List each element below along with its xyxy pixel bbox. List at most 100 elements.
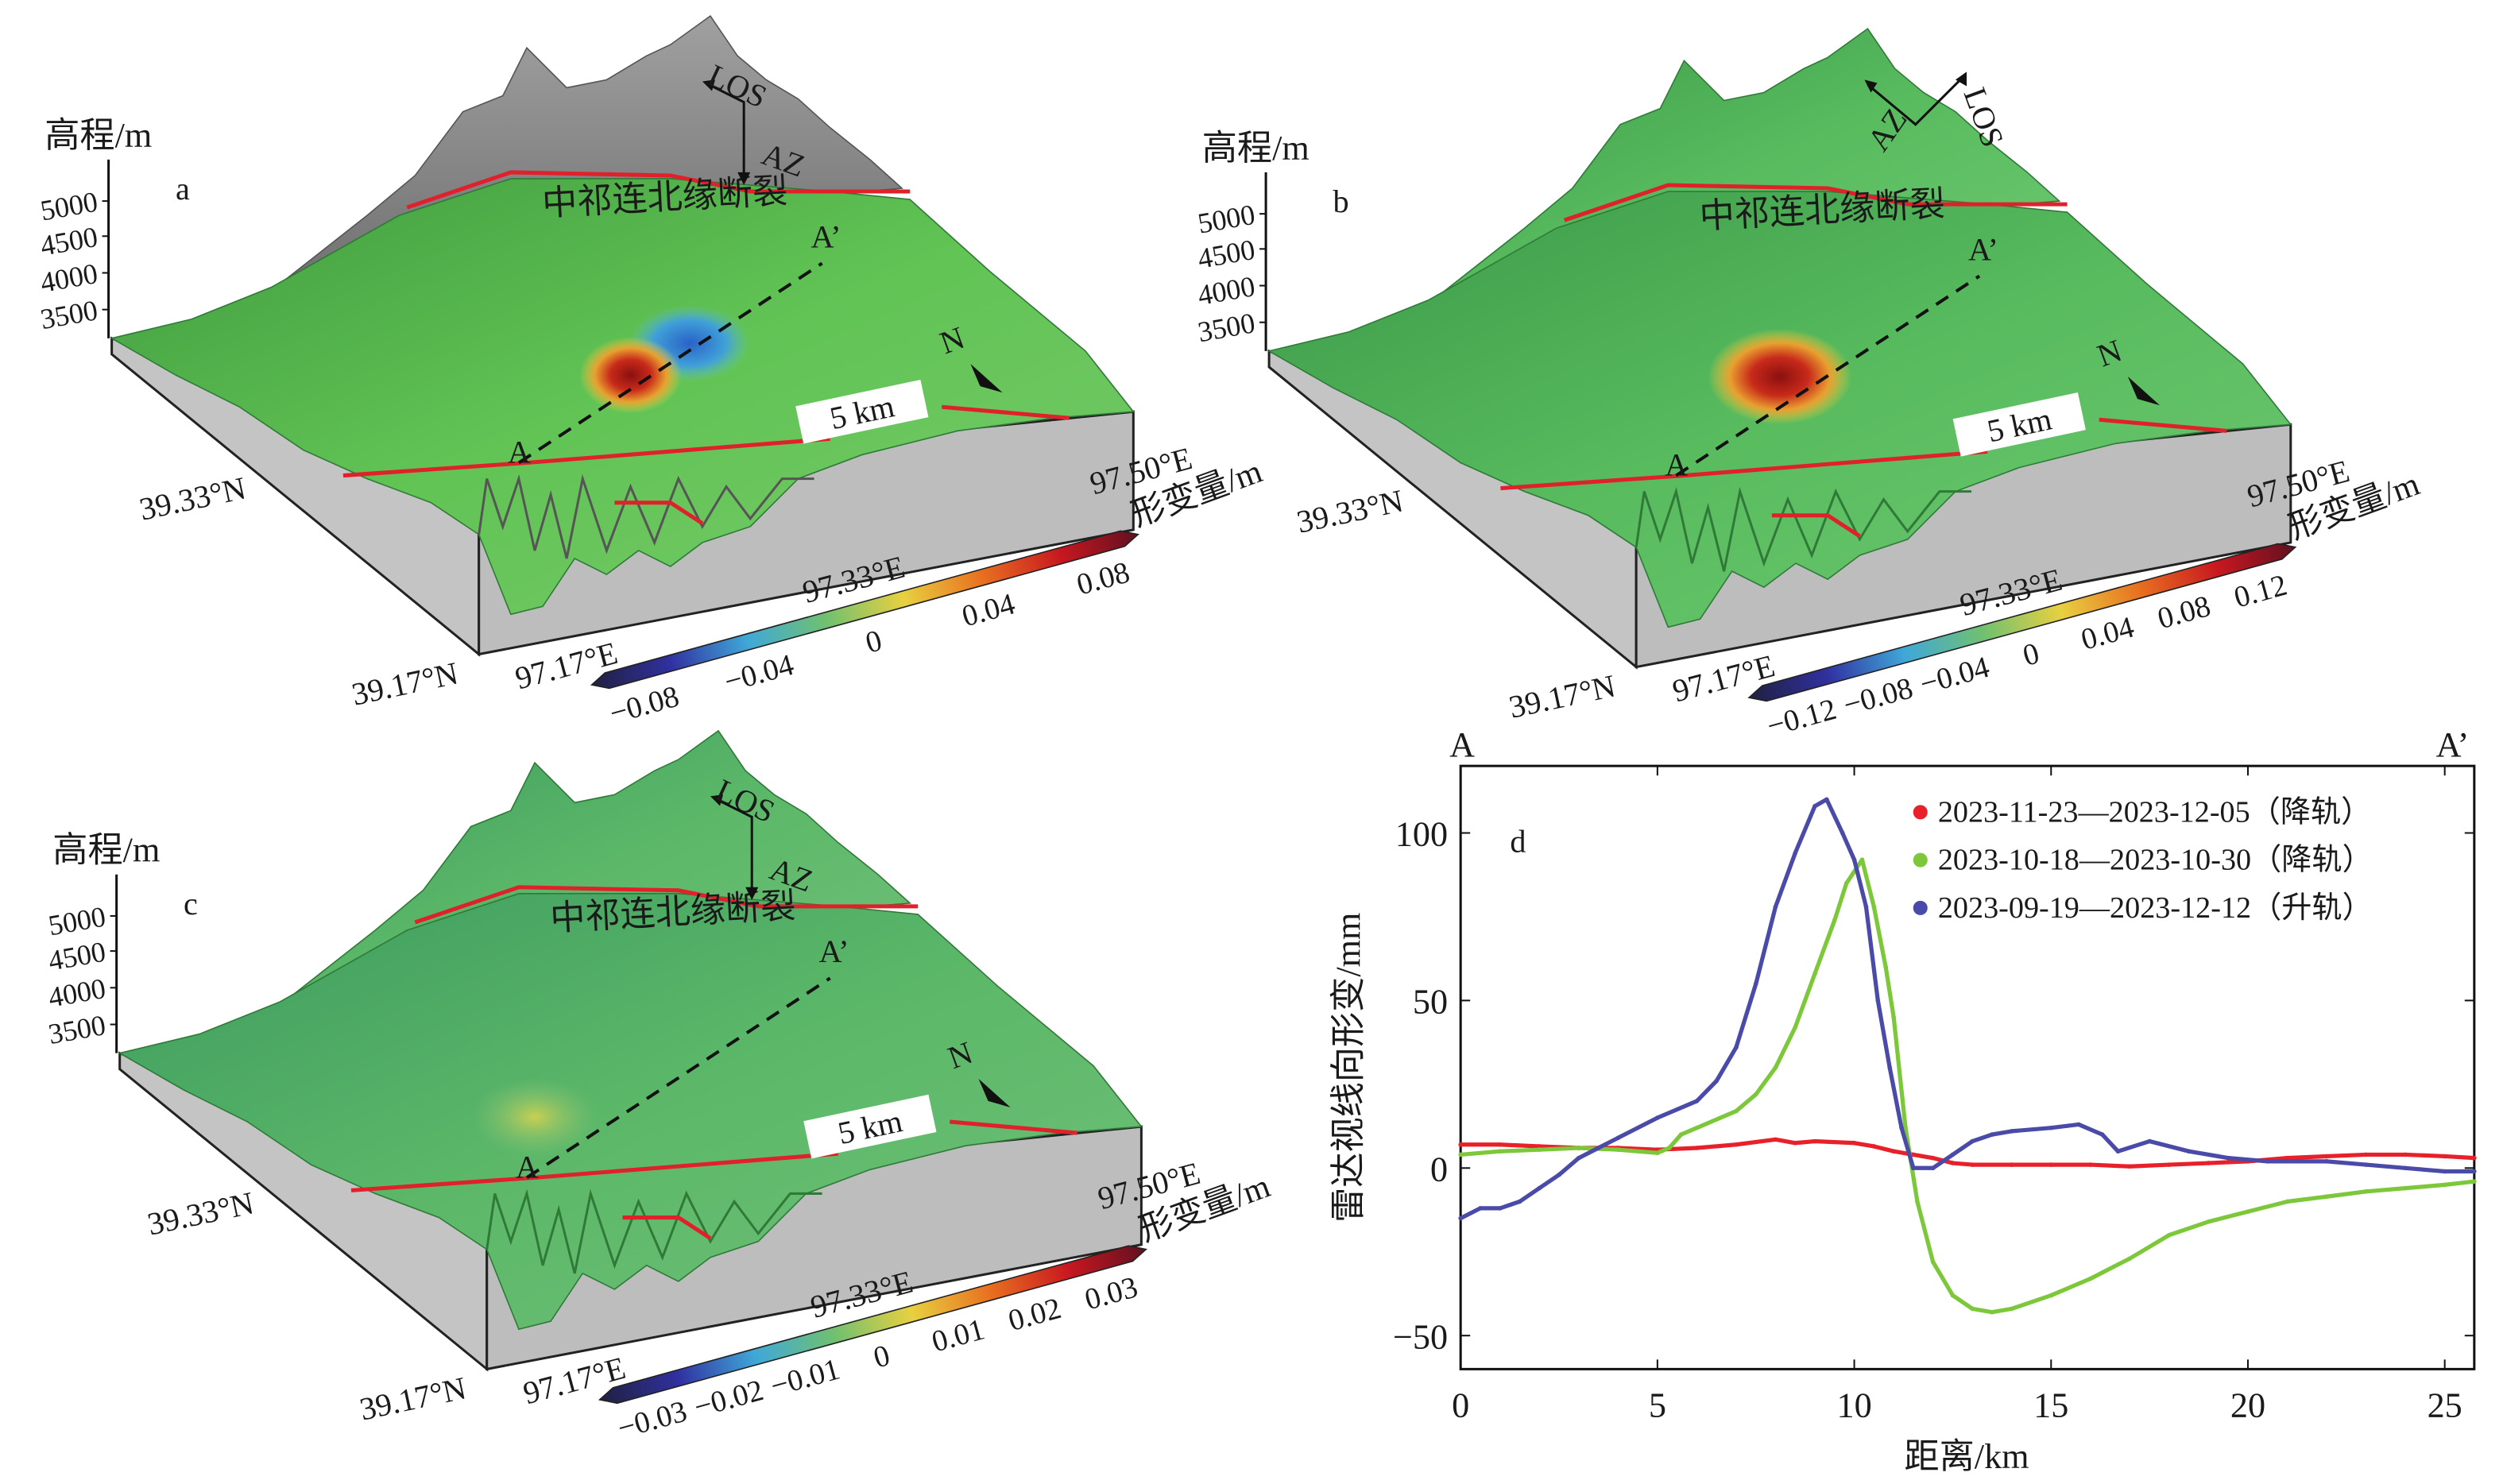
data-point xyxy=(1990,1309,1994,1315)
data-point xyxy=(1458,1215,1463,1221)
data-point xyxy=(1694,1099,1700,1103)
data-point xyxy=(1891,1014,1896,1020)
fault-line xyxy=(406,170,911,210)
los-arrow-icon xyxy=(710,794,724,806)
data-point xyxy=(1812,1138,1817,1144)
elevation-tick-label: 4000 xyxy=(38,257,100,299)
deformation-positive xyxy=(579,336,682,414)
data-point xyxy=(2088,1162,2093,1167)
terrain-ridges xyxy=(1634,486,1972,572)
data-point xyxy=(2009,1129,2014,1134)
data-point xyxy=(1840,830,1845,836)
data-point xyxy=(1773,1065,1778,1070)
data-point xyxy=(2363,1189,2369,1194)
data-point xyxy=(1458,1152,1463,1157)
colorbar-ramp xyxy=(598,1245,1147,1405)
profile-end-label: A’ xyxy=(1968,231,1998,267)
profile-start-label: A xyxy=(508,434,531,470)
fault-line xyxy=(414,885,919,925)
fault-line xyxy=(342,436,830,478)
legend-entry: 2023-09-19—2023-12-12（升轨） xyxy=(1938,891,2373,925)
plot-frame xyxy=(1459,764,2476,1370)
legend-entry: 2023-10-18—2023-10-30（降轨） xyxy=(1938,844,2373,877)
panel-label: d xyxy=(1510,824,1526,860)
data-point xyxy=(2048,1125,2054,1130)
fault-line xyxy=(614,500,704,525)
fault-line xyxy=(2099,417,2227,433)
elevation-axis-label: 高程/m xyxy=(1202,129,1310,168)
x-tick-label: 25 xyxy=(2428,1386,2462,1425)
terrain-ridges xyxy=(486,1188,822,1274)
data-point xyxy=(1537,1147,1542,1152)
y-tick-label: −50 xyxy=(1393,1317,1448,1356)
north-arrow-icon xyxy=(978,1078,1011,1107)
colorbar-tick-label: 0.02 xyxy=(1004,1292,1065,1338)
colorbar-tick-label: 0.08 xyxy=(2154,589,2215,636)
data-point xyxy=(2472,1155,2477,1161)
data-point xyxy=(2284,1199,2290,1204)
data-point xyxy=(1871,904,1877,910)
data-point xyxy=(1812,803,1817,809)
data-point xyxy=(1666,1146,1672,1150)
latitude-label: 39.33°N xyxy=(1294,483,1406,540)
data-point xyxy=(1843,880,1849,886)
profile-start-label: A xyxy=(1449,725,1475,764)
data-point xyxy=(1753,981,1758,987)
elevation-axis-label: 高程/m xyxy=(44,116,152,155)
data-point xyxy=(1793,1025,1798,1030)
elevation-tick-label: 3500 xyxy=(46,1009,108,1050)
scale-bar-box xyxy=(795,379,929,444)
data-point xyxy=(1497,1142,1503,1147)
data-point xyxy=(1596,1146,1601,1150)
data-point xyxy=(1694,1125,1700,1130)
latitude-label: 39.17°N xyxy=(357,1370,470,1427)
y-tick-label: 50 xyxy=(1413,982,1448,1021)
data-point xyxy=(1557,1172,1561,1177)
data-point xyxy=(1871,1144,1877,1149)
data-point xyxy=(1851,1140,1857,1146)
legend-entry: 2023-11-23—2023-12-05（降轨） xyxy=(1938,795,2371,829)
data-point xyxy=(1970,1306,1975,1312)
profile-start-label: A xyxy=(1665,447,1688,483)
colorbar-tick-label: −0.03 xyxy=(614,1395,691,1446)
data-point xyxy=(1655,1115,1660,1120)
data-point xyxy=(1734,1108,1739,1114)
data-point xyxy=(2206,1219,2211,1224)
colorbar-tick-label: 0.12 xyxy=(2230,569,2291,615)
data-point xyxy=(2246,1209,2250,1214)
data-point xyxy=(2403,1165,2408,1171)
data-point xyxy=(1903,1125,1908,1130)
data-point xyxy=(2206,1161,2211,1165)
legend-marker xyxy=(1913,900,1928,915)
y-tick-label: 100 xyxy=(1395,815,1448,854)
latitude-label: 39.17°N xyxy=(1506,668,1619,725)
x-axis-label: 距离/km xyxy=(1904,1437,2029,1476)
data-point xyxy=(1930,1259,1936,1265)
scale-bar-box xyxy=(803,1094,937,1159)
north-arrow-icon xyxy=(970,363,1003,393)
deformation-weak xyxy=(470,1076,599,1157)
latitude-label: 39.33°N xyxy=(144,1184,257,1242)
fault-line xyxy=(1500,449,1988,491)
data-point xyxy=(2076,1122,2081,1127)
colorbar-tick-label: −0.12 xyxy=(1763,693,1840,744)
latitude-label: 39.17°N xyxy=(349,655,462,712)
legend-marker xyxy=(1913,852,1928,868)
data-point xyxy=(1458,1142,1463,1147)
data-point xyxy=(2442,1182,2447,1188)
x-tick-label: 20 xyxy=(2230,1386,2265,1425)
profile-line xyxy=(1675,274,1981,477)
data-point xyxy=(1753,1092,1758,1097)
fault-line xyxy=(1563,183,2068,222)
fault-line xyxy=(950,1119,1078,1135)
elevation-tick-label: 4500 xyxy=(38,221,100,262)
data-point xyxy=(2009,1162,2014,1167)
fault-line xyxy=(622,1215,712,1240)
data-point xyxy=(1678,1132,1684,1137)
data-point xyxy=(1734,1142,1739,1147)
data-point xyxy=(2099,1132,2105,1137)
x-tick-label: 15 xyxy=(2033,1386,2068,1425)
elevation-tick-label: 4500 xyxy=(46,936,108,977)
